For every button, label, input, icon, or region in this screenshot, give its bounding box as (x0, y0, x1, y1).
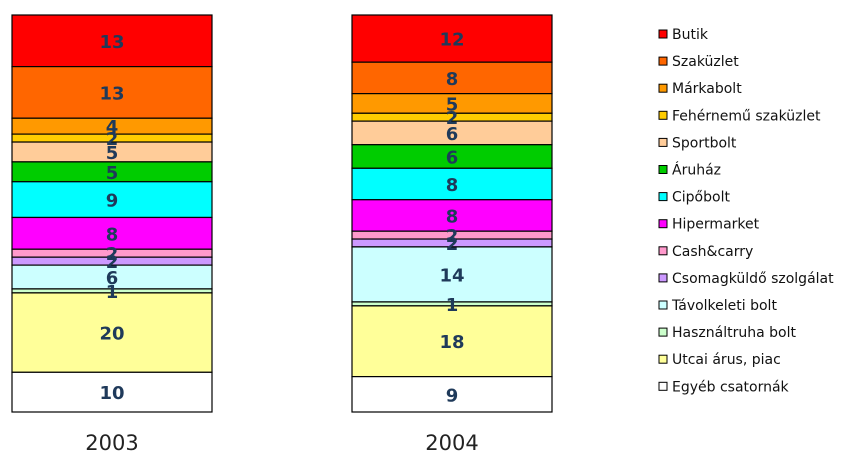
segment-value-label: 2 (446, 108, 459, 129)
bar-segment (11, 371, 213, 413)
legend-label: Cipőbolt (672, 190, 730, 206)
bar-segment (11, 14, 213, 68)
bar-segment (351, 376, 553, 413)
segment-value-label: 2 (446, 226, 459, 247)
segment-value-label: 1 (106, 282, 119, 303)
segment-value-label: 14 (439, 265, 464, 286)
segment-value-label: 9 (106, 191, 119, 212)
segment-value-label: 2 (106, 252, 119, 273)
segment-value-label: 8 (446, 206, 459, 227)
segment-value-label: 2 (106, 129, 119, 150)
bar-segment (11, 181, 213, 219)
legend-swatch (658, 219, 668, 229)
legend-label: Használtruha bolt (672, 325, 796, 341)
segment-value-label: 1 (446, 295, 459, 316)
segment-value-label: 6 (106, 268, 119, 289)
category-label: 2004 (425, 431, 478, 455)
legend-label: Fehérnemű szaküzlet (672, 108, 821, 124)
legend-swatch (658, 83, 668, 93)
bars-group (11, 14, 553, 413)
legend-label: Távolkeleti bolt (671, 298, 777, 314)
segment-value-label: 6 (446, 124, 459, 145)
legend-swatch (658, 273, 668, 283)
legend-swatch (658, 246, 668, 256)
segment-value-label: 4 (106, 117, 119, 138)
bar-segment (351, 305, 553, 378)
segment-value-label: 13 (99, 83, 124, 104)
segment-value-label: 20 (99, 324, 124, 345)
segment-value-label: 13 (99, 32, 124, 53)
bar-segment (351, 61, 553, 95)
legend-swatch (658, 137, 668, 147)
legend-label: Egyéb csatornák (672, 379, 790, 395)
segment-value-label: 2 (446, 234, 459, 255)
segment-value-label: 2 (106, 244, 119, 265)
segment-value-label: 5 (446, 94, 459, 115)
legend-swatch (658, 192, 668, 202)
segment-value-label: 10 (99, 383, 124, 404)
segment-value-label: 6 (446, 148, 459, 169)
segment-value-label: 8 (446, 69, 459, 90)
bar-segment (351, 14, 553, 63)
category-labels-group: 2003 2004 (85, 431, 478, 455)
legend-label: Cash&carry (672, 244, 753, 260)
legend-label: Csomagküldő szolgálat (672, 271, 834, 287)
legend-swatch (658, 354, 668, 364)
bar-segment (11, 292, 213, 373)
legend-label: Áruház (672, 162, 721, 179)
segment-value-label: 18 (439, 332, 464, 353)
legend-swatch (658, 29, 668, 39)
segment-value-label: 8 (446, 175, 459, 196)
legend-label: Márkabolt (672, 81, 742, 97)
legend: Butik Szaküzlet Márkabolt Fehérnemű szaküzl… (658, 27, 834, 395)
segment-value-label: 12 (439, 30, 464, 51)
legend-swatch (658, 165, 668, 174)
bar-segment (351, 246, 553, 303)
bar-segment (11, 66, 213, 119)
legend-label: Sportbolt (672, 135, 737, 151)
legend-swatch (658, 300, 668, 310)
legend-label: Utcai árus, piac (672, 352, 781, 368)
segment-value-label: 5 (106, 163, 119, 184)
segment-value-label: 5 (106, 143, 119, 164)
legend-label: Szaküzlet (672, 54, 739, 70)
legend-label: Hipermarket (672, 217, 760, 233)
category-label: 2003 (85, 431, 138, 455)
bar-segment (11, 216, 213, 250)
legend-label: Butik (672, 27, 709, 43)
legend-swatch (658, 56, 668, 66)
legend-swatch (658, 327, 668, 337)
segment-value-label: 9 (446, 385, 459, 406)
legend-swatch (658, 110, 668, 120)
segment-value-label: 8 (106, 224, 119, 245)
legend-swatch (658, 381, 668, 391)
